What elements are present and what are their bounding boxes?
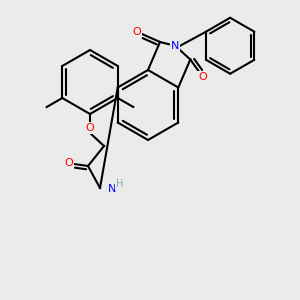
- Text: N: N: [108, 184, 116, 194]
- Text: O: O: [133, 27, 141, 37]
- Text: H: H: [116, 179, 123, 189]
- Text: O: O: [64, 158, 74, 168]
- Text: O: O: [198, 73, 207, 82]
- Text: O: O: [85, 123, 94, 133]
- Text: N: N: [171, 41, 179, 51]
